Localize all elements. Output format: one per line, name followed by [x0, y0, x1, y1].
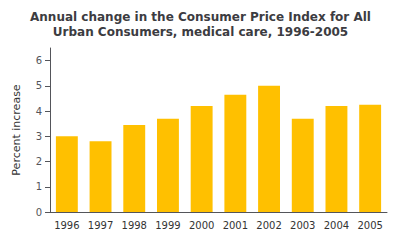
svg-text:1998: 1998 — [122, 220, 147, 231]
svg-text:2: 2 — [36, 156, 42, 167]
svg-text:4: 4 — [36, 106, 42, 117]
svg-text:Annual change in the Consumer: Annual change in the Consumer Price Inde… — [30, 10, 371, 24]
svg-text:1996: 1996 — [54, 220, 79, 231]
svg-text:1: 1 — [36, 181, 42, 192]
svg-text:3: 3 — [36, 131, 42, 142]
svg-text:2001: 2001 — [223, 220, 248, 231]
svg-text:1997: 1997 — [88, 220, 113, 231]
svg-text:2005: 2005 — [357, 220, 382, 231]
svg-text:2002: 2002 — [256, 220, 281, 231]
svg-text:2000: 2000 — [189, 220, 214, 231]
svg-text:1999: 1999 — [155, 220, 180, 231]
svg-text:Urban Consumers, medical care,: Urban Consumers, medical care, 1996-2005 — [53, 25, 348, 39]
svg-text:5: 5 — [36, 80, 42, 91]
svg-text:2004: 2004 — [324, 220, 349, 231]
svg-text:0: 0 — [36, 207, 42, 218]
svg-text:6: 6 — [36, 55, 42, 66]
svg-text:Percent increase: Percent increase — [10, 84, 23, 175]
svg-text:2003: 2003 — [290, 220, 315, 231]
